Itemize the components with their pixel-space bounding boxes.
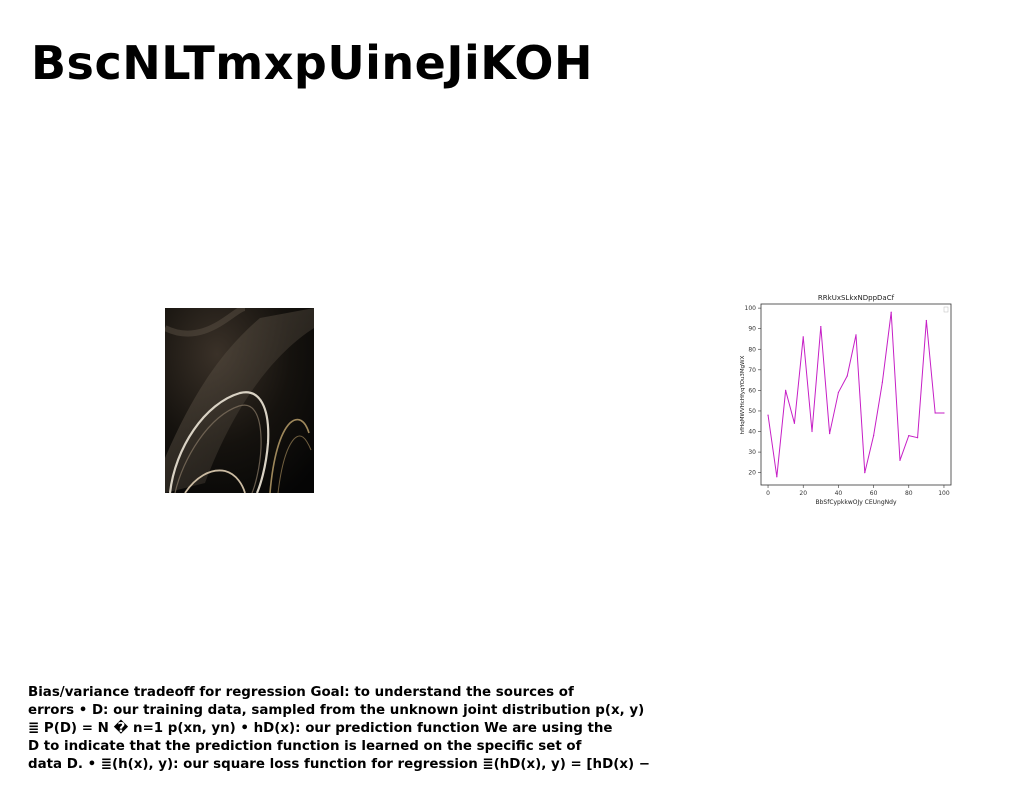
y-tick-label: 100 xyxy=(745,305,757,312)
data-point xyxy=(793,422,796,424)
data-point xyxy=(811,430,813,433)
x-tick-label: 80 xyxy=(905,490,913,497)
data-point xyxy=(837,391,840,394)
data-point xyxy=(855,334,857,336)
plot-area-frame xyxy=(760,303,952,486)
data-point xyxy=(899,459,901,461)
y-tick-label: 30 xyxy=(748,449,756,456)
data-point xyxy=(829,432,831,435)
data-point xyxy=(943,412,945,414)
y-tick-label: 40 xyxy=(748,429,756,436)
data-point xyxy=(767,414,769,416)
data-point xyxy=(864,472,866,474)
x-axis: 0 20 40 60 80 100 xyxy=(766,485,950,497)
y-tick-label: 90 xyxy=(748,326,756,333)
data-point xyxy=(785,389,787,391)
x-tick-label: 60 xyxy=(870,490,878,497)
x-tick-label: 40 xyxy=(835,490,843,497)
y-tick-label: 80 xyxy=(748,346,756,353)
line-chart: RRkUxSLkxNDppDaCf 20 30 40 50 60 70 80 90 100 0 2… xyxy=(740,294,952,506)
y-axis: 20 30 40 50 60 70 80 90 100 xyxy=(745,305,761,477)
data-point xyxy=(890,311,892,313)
data-point xyxy=(916,437,919,439)
data-point xyxy=(846,375,848,377)
data-point xyxy=(872,435,875,437)
x-axis-label: BbSfCypkkwOJy CEUngNdy xyxy=(815,499,896,506)
x-tick-label: 20 xyxy=(799,490,807,497)
data-point xyxy=(881,381,883,383)
data-point xyxy=(925,319,927,322)
y-axis-label: hfHqMWVHcHfyqYOu3MgWX xyxy=(740,355,746,434)
abstract-curves-photo xyxy=(165,308,314,493)
series-points xyxy=(767,311,945,478)
data-point xyxy=(934,412,936,414)
data-point xyxy=(802,336,804,338)
abstract-curves-image xyxy=(165,308,314,493)
data-point xyxy=(908,435,910,437)
slide-body-text: Bias/variance tradeoff for regression Go… xyxy=(28,685,650,772)
data-point xyxy=(820,326,822,328)
x-tick-label: 0 xyxy=(766,490,770,497)
chart-title: RRkUxSLkxNDppDaCf xyxy=(818,294,895,302)
y-tick-label: 50 xyxy=(748,408,756,415)
y-tick-label: 20 xyxy=(748,470,756,477)
y-tick-label: 60 xyxy=(748,387,756,394)
y-tick-label: 70 xyxy=(748,367,756,374)
data-point xyxy=(776,476,778,478)
x-tick-label: 100 xyxy=(938,490,950,497)
slide-title: BscNLTmxpUineJiKOH xyxy=(31,36,593,90)
legend-box xyxy=(943,306,949,313)
